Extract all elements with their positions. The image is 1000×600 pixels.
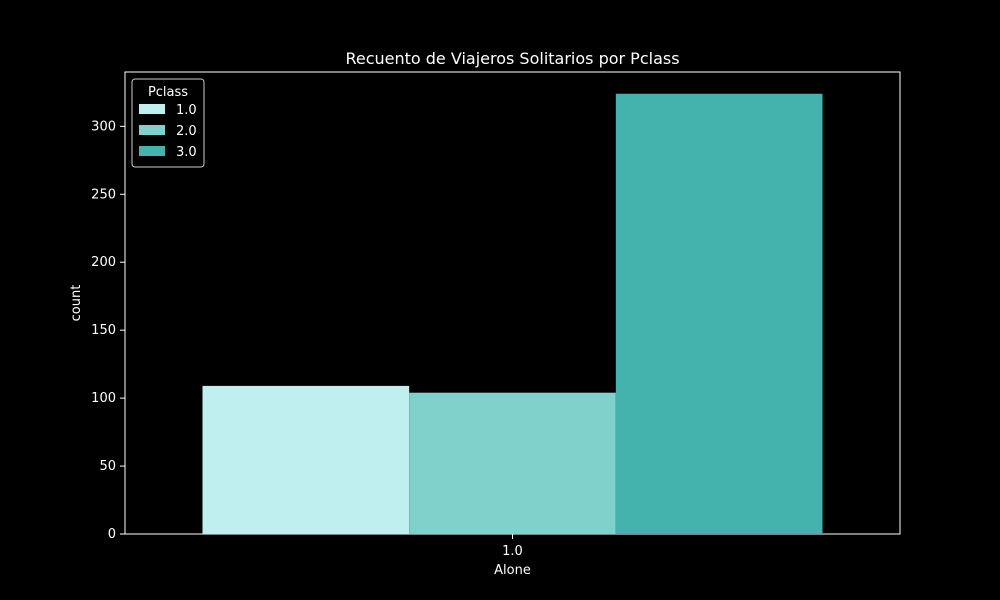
legend-swatch <box>139 104 165 114</box>
x-tick-label: 1.0 <box>502 544 523 559</box>
bar-pclass-1-0 <box>202 385 410 534</box>
x-axis: 1.0 <box>502 534 523 559</box>
y-tick-label: 300 <box>91 119 116 134</box>
y-axis: 0 50 100 150 200 250 300 <box>91 119 125 542</box>
x-axis-label: Alone <box>494 563 531 578</box>
legend-swatch <box>139 125 165 135</box>
legend-box <box>131 78 205 168</box>
y-tick-label: 50 <box>99 459 116 474</box>
y-tick-label: 250 <box>91 187 116 202</box>
legend-label: 2.0 <box>176 124 197 139</box>
y-axis-label: count <box>69 285 84 322</box>
chart-title: Recuento de Viajeros Solitarios por Pcla… <box>345 49 679 68</box>
bar-pclass-2-0 <box>409 392 616 534</box>
bars <box>202 93 823 534</box>
y-tick-label: 150 <box>91 323 116 338</box>
y-tick-label: 200 <box>91 255 116 270</box>
legend: Pclass 1.0 2.0 3.0 <box>131 78 205 168</box>
y-tick-label: 0 <box>108 527 116 542</box>
legend-title: Pclass <box>148 85 188 100</box>
legend-label: 3.0 <box>176 145 197 160</box>
y-tick-label: 100 <box>91 391 116 406</box>
legend-items: 1.0 2.0 3.0 <box>139 103 197 160</box>
bar-pclass-3-0 <box>615 93 823 534</box>
legend-swatch <box>139 146 165 156</box>
legend-label: 1.0 <box>176 103 197 118</box>
